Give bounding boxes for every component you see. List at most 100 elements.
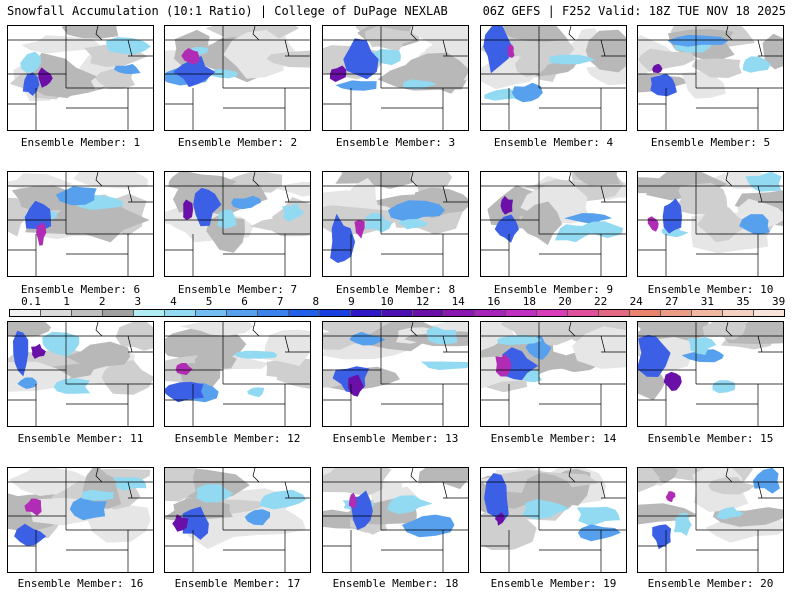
snowfall-contour <box>53 378 91 394</box>
ensemble-member-map <box>7 171 154 277</box>
snowfall-contour <box>398 219 429 230</box>
colorbar-labels: 0.1 1 2 3 4 5 6 7 8 9 10 12 14 16 18 20 22 24 27 31 35 39 <box>9 296 785 309</box>
snowfall-contour <box>494 512 505 526</box>
ensemble-member-label: Ensemble Member: 11 <box>17 432 144 445</box>
snowfall-contour <box>274 181 310 197</box>
snowfall-contour <box>101 360 153 395</box>
state-borders <box>481 172 626 276</box>
colorbar-tick-label: 12 <box>415 295 430 308</box>
state-borders <box>8 172 153 276</box>
snowfall-contour <box>387 495 433 515</box>
colorbar-tick-label: 7 <box>276 295 284 308</box>
snowfall-contour <box>663 371 682 391</box>
colorbar-tick-label: 24 <box>629 295 643 308</box>
snowfall-contour <box>564 213 612 225</box>
ensemble-member-label: Ensemble Member: 19 <box>490 577 617 590</box>
state-borders <box>481 468 626 572</box>
snowfall-contour <box>364 26 420 52</box>
snowfall-contour <box>572 326 626 369</box>
snowfall-contour <box>349 331 386 346</box>
snowfall-contour <box>11 185 74 211</box>
ensemble-member-map <box>164 25 311 131</box>
ensemble-member-map <box>7 25 154 131</box>
state-borders <box>165 172 310 276</box>
colorbar-swatch <box>444 310 475 316</box>
ensemble-member-label: Ensemble Member: 1 <box>20 136 141 149</box>
colorbar-swatch <box>661 310 692 316</box>
state-borders <box>165 322 310 426</box>
ensemble-member-label: Ensemble Member: 2 <box>177 136 298 149</box>
snowfall-contour <box>638 468 660 493</box>
snowfall-contour <box>113 64 141 74</box>
snowfall-contour <box>210 68 239 79</box>
colorbar-tick-label: 5 <box>205 295 213 308</box>
colorbar-swatch <box>72 310 103 316</box>
snowfall-contour <box>81 489 115 501</box>
run-valid-time: 06Z GEFS | F252 Valid: 18Z TUE NOV 18 20… <box>482 4 786 18</box>
snowfall-contour <box>38 67 53 88</box>
colorbar-swatch <box>413 310 444 316</box>
ensemble-member-map <box>322 171 469 277</box>
colorbar-swatch <box>196 310 227 316</box>
snowfall-contour <box>259 489 306 510</box>
snowfall-contour <box>354 220 365 239</box>
colorbar-tick-label: 31 <box>700 295 715 308</box>
snowfall-contour <box>409 26 468 53</box>
ensemble-member-map <box>322 467 469 573</box>
snowfall-contour <box>745 172 782 192</box>
snowfall-contour <box>364 212 393 233</box>
snowfall-contour <box>665 491 676 503</box>
snowfall-contour <box>483 26 513 74</box>
snowfall-contour <box>282 203 305 222</box>
snowfall-contour <box>179 322 254 336</box>
colorbar-tick-label: 18 <box>522 295 537 308</box>
snowfall-contour <box>481 508 537 550</box>
snowfall-contour <box>182 506 209 540</box>
snowfall-contour <box>14 523 47 546</box>
colorbar-swatch <box>692 310 723 316</box>
snowfall-contour <box>688 336 717 355</box>
snowfall-contour <box>29 52 97 99</box>
colorbar-tick-label: 6 <box>241 295 248 308</box>
snowfall-contour <box>420 361 468 370</box>
snowfall-contour <box>231 195 261 210</box>
ensemble-member-map <box>480 321 627 427</box>
colorbar-tick-label: 4 <box>170 295 177 308</box>
colorbar-swatch <box>258 310 289 316</box>
ensemble-member-map <box>164 321 311 427</box>
snowfall-contour <box>217 209 237 229</box>
colorbar-tick-label: 3 <box>134 295 142 308</box>
snowfall-contour <box>61 26 119 39</box>
colorbar-swatch <box>568 310 599 316</box>
snowfall-contour <box>638 177 682 194</box>
ensemble-member-label: Ensemble Member: 15 <box>647 432 774 445</box>
colorbar-swatch <box>165 310 196 316</box>
snowfall-contour <box>585 29 626 73</box>
snowfall-contour <box>335 172 422 189</box>
snowfall-contour <box>409 172 453 198</box>
snowfall-contour <box>266 50 310 68</box>
snowfall-contour <box>181 48 200 65</box>
snowfall-contour <box>549 54 596 65</box>
ensemble-member-label: Ensemble Member: 3 <box>335 136 456 149</box>
snowfall-contour <box>168 172 237 191</box>
colorbar-tick-label: 0.1 <box>21 295 41 308</box>
snowfall-contour <box>662 198 682 234</box>
state-borders <box>323 322 468 426</box>
snowfall-contour <box>173 56 216 88</box>
colorbar-swatch <box>10 310 41 316</box>
colorbar-swatch <box>227 310 258 316</box>
ensemble-member-label: Ensemble Member: 6 <box>20 283 141 296</box>
snowfall-contour <box>577 524 621 542</box>
colorbar-tick-label: 2 <box>98 295 106 308</box>
ensemble-member-map <box>164 171 311 277</box>
state-borders <box>165 26 310 130</box>
snowfall-contour <box>697 204 750 243</box>
snowfall-contour <box>194 342 237 370</box>
ensemble-member-label: Ensemble Member: 17 <box>174 577 301 590</box>
snowfall-contour <box>712 380 736 394</box>
snowfall-contour <box>418 468 468 490</box>
snowfall-contour <box>647 216 659 232</box>
snowfall-contour <box>484 473 509 524</box>
colorbar-tick-label: 10 <box>380 295 394 308</box>
